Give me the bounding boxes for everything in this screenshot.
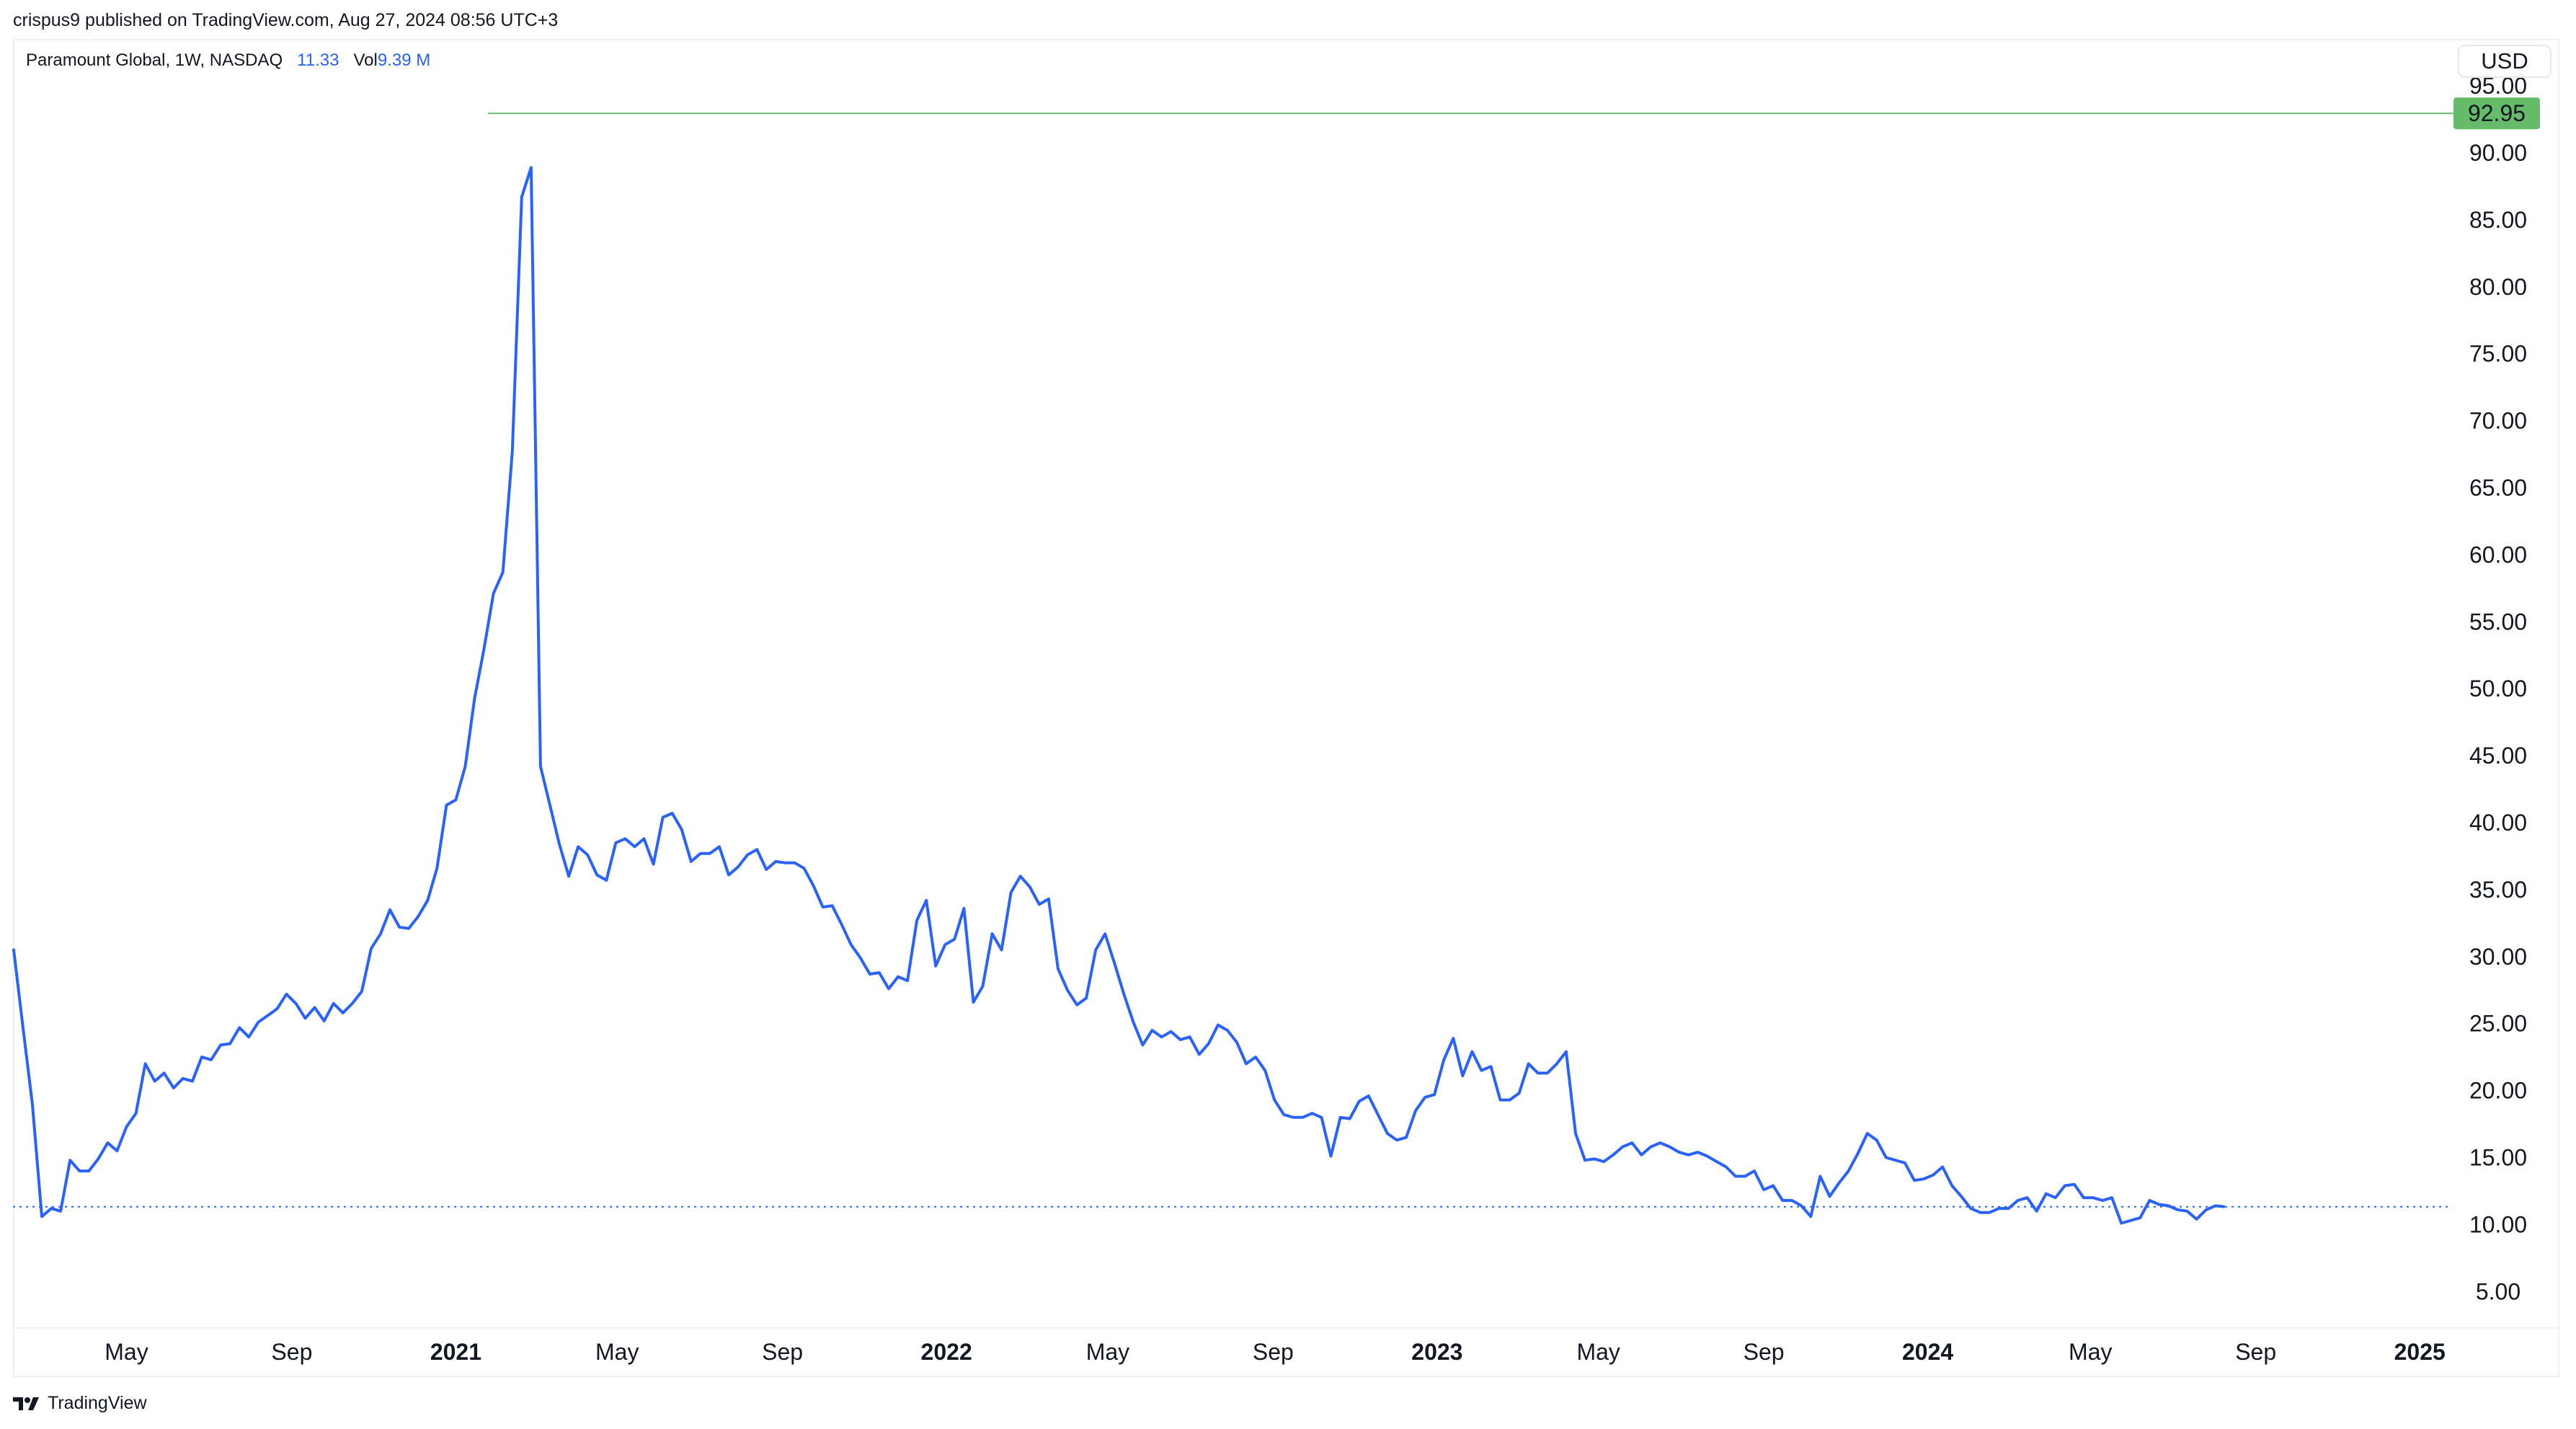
y-tick-label: 50.00	[2469, 676, 2527, 702]
y-tick-label: 55.00	[2469, 609, 2527, 634]
y-tick-label: 5.00	[2476, 1278, 2521, 1304]
y-tick-label: 10.00	[2469, 1211, 2527, 1237]
symbol-info: Paramount Global, 1W, NASDAQ	[26, 50, 283, 70]
y-tick-label: 85.00	[2469, 207, 2527, 233]
currency-button[interactable]: USD	[2458, 45, 2551, 78]
y-tick-label: 45.00	[2469, 743, 2527, 769]
volume-label: Vol	[353, 50, 378, 70]
x-tick-label: Sep	[271, 1339, 312, 1365]
y-tick-label: 65.00	[2469, 475, 2527, 501]
x-tick-label: 2024	[1902, 1339, 1953, 1365]
x-tick-label: May	[1576, 1339, 1620, 1365]
price-line	[12, 166, 2225, 1225]
y-tick-label: 25.00	[2469, 1011, 2527, 1037]
x-tick-label: Sep	[762, 1339, 803, 1365]
high-price-label: 92.95	[2468, 100, 2526, 126]
x-tick-label: 2021	[430, 1339, 481, 1365]
y-tick-label: 35.00	[2469, 877, 2527, 903]
y-tick-label: 20.00	[2469, 1078, 2527, 1104]
volume-value: 9.39 M	[377, 50, 431, 70]
x-tick-label: 2022	[921, 1339, 972, 1365]
tradingview-logo-icon	[13, 1397, 39, 1410]
x-tick-label: Sep	[2235, 1339, 2276, 1365]
symbol-legend: Paramount Global, 1W, NASDAQ 11.33 Vol9.…	[26, 50, 430, 71]
brand-name: TradingView	[48, 1393, 147, 1413]
y-tick-label: 30.00	[2469, 944, 2527, 970]
x-tick-label: May	[2069, 1339, 2112, 1365]
x-tick-label: 2023	[1411, 1339, 1462, 1365]
last-price: 11.33	[297, 50, 339, 70]
x-tick-label: May	[1086, 1339, 1129, 1365]
price-axis[interactable]: 5.00 10.00 15.00 20.00 25.00 30.00 35.00 40.00 4…	[2469, 73, 2527, 1304]
x-tick-label: 2025	[2394, 1339, 2446, 1365]
tradingview-logo[interactable]: TradingView	[13, 1393, 147, 1414]
y-tick-label: 15.00	[2469, 1145, 2527, 1171]
x-tick-label: May	[595, 1339, 639, 1365]
y-tick-label: 40.00	[2469, 810, 2527, 836]
x-tick-label: Sep	[1744, 1339, 1785, 1365]
high-price-label-bg	[2453, 97, 2540, 130]
chart-frame	[13, 39, 2559, 1377]
y-tick-label: 80.00	[2469, 274, 2527, 300]
y-tick-label: 90.00	[2469, 140, 2527, 166]
x-tick-label: May	[105, 1339, 148, 1365]
y-tick-label: 70.00	[2469, 408, 2527, 434]
publisher-line: crispus9 published on TradingView.com, A…	[13, 10, 559, 30]
y-tick-label: 60.00	[2469, 541, 2527, 567]
x-tick-label: Sep	[1253, 1339, 1294, 1365]
y-tick-label: 75.00	[2469, 341, 2527, 367]
time-axis[interactable]: May Sep 2021 May Sep 2022 May Sep 2023 May Sep 2024…	[105, 1339, 2446, 1365]
